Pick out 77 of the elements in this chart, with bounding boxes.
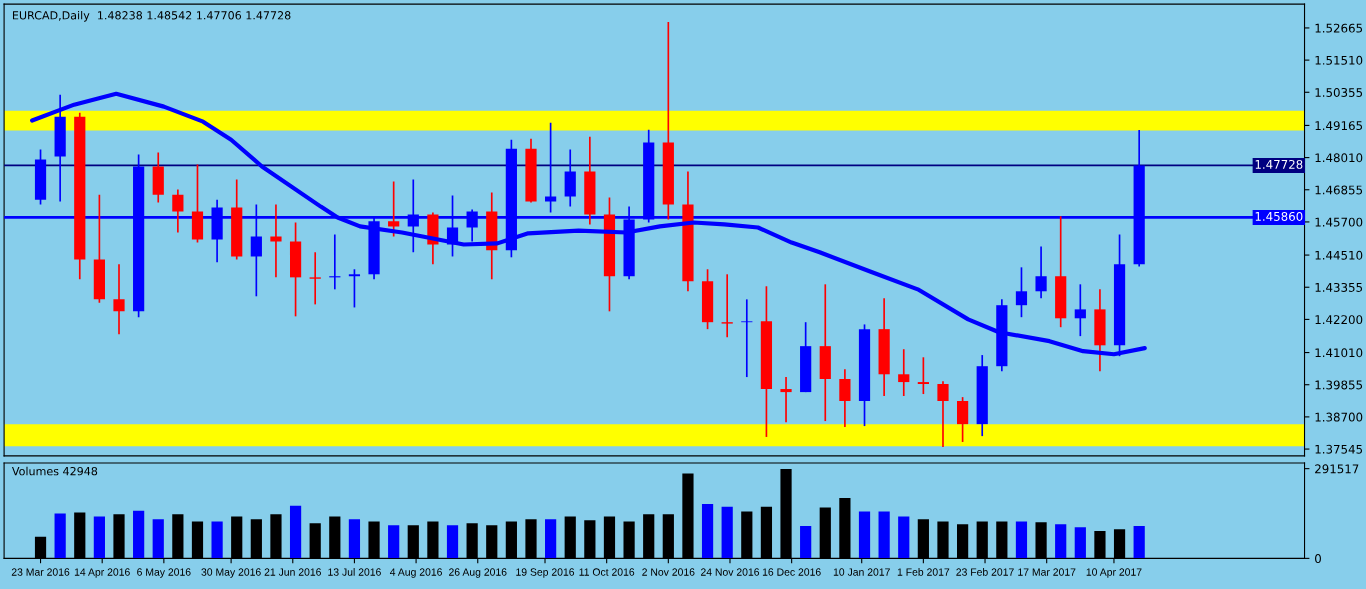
bar xyxy=(388,525,400,559)
candlestick xyxy=(741,298,753,378)
y-tick-label: 1.49165 xyxy=(1315,121,1363,131)
bar xyxy=(1055,524,1067,559)
y-tick-label: 1.51510 xyxy=(1315,55,1363,65)
bar xyxy=(878,511,890,559)
x-tick-label: 6 May 2016 xyxy=(137,568,191,578)
candlestick xyxy=(545,121,557,214)
bar xyxy=(93,516,105,559)
candlestick xyxy=(839,368,851,428)
x-tick-label: 4 Aug 2016 xyxy=(389,568,442,578)
candlestick xyxy=(957,396,969,443)
bar xyxy=(211,521,223,559)
candlestick xyxy=(1015,266,1028,319)
ref-line-label: 1.45860 xyxy=(1255,211,1303,221)
x-tick-label: 2 Nov 2016 xyxy=(642,568,695,576)
bar xyxy=(133,510,145,559)
bar xyxy=(152,519,164,559)
bar xyxy=(800,526,812,559)
chart-title: Volumes 42948 xyxy=(11,466,98,476)
candlestick xyxy=(113,263,125,336)
x-tick-label: 11 Oct 2016 xyxy=(579,568,635,576)
x-tick-label: 17 Mar 2017 xyxy=(1018,568,1076,576)
x-tick-label: 10 Apr 2017 xyxy=(1086,568,1142,578)
x-tick-label: 23 Feb 2017 xyxy=(956,568,1014,576)
candlestick xyxy=(1074,283,1086,337)
candlestick xyxy=(348,268,361,309)
y-tick-label: 1.46855 xyxy=(1315,185,1363,195)
candlestick xyxy=(721,273,733,339)
candlestick xyxy=(329,233,341,291)
candlestick xyxy=(898,348,910,397)
candlestick xyxy=(937,380,949,448)
x-tick-label: 30 May 2016 xyxy=(201,568,261,578)
x-tick-label: 14 Apr 2016 xyxy=(74,568,130,578)
y-tick-label: 1.42200 xyxy=(1315,315,1363,325)
candlestick xyxy=(388,180,400,238)
x-tick-label: 19 Sep 2016 xyxy=(516,568,575,578)
candlestick xyxy=(917,356,929,395)
x-tick-label: 10 Jan 2017 xyxy=(833,568,890,576)
bar xyxy=(1074,527,1086,559)
y-tick-label: 1.43355 xyxy=(1315,282,1363,292)
bar xyxy=(721,506,733,559)
bar xyxy=(289,505,302,559)
x-tick-label: 1 Feb 2017 xyxy=(897,568,950,576)
y-tick-label: 1.39855 xyxy=(1315,380,1363,390)
bar xyxy=(858,511,871,559)
text: EURCAD,Daily 1.48238 1.48542 1.47706 1.47728 xyxy=(12,10,291,22)
candlestick xyxy=(172,188,184,234)
bar xyxy=(898,516,910,559)
bar xyxy=(54,513,66,559)
bar xyxy=(701,503,714,559)
bar xyxy=(348,519,361,559)
y-tick-label: 1.50355 xyxy=(1315,88,1363,97)
y-tick-label: 1.45700 xyxy=(1315,217,1363,227)
y-tick-label: 1.37545 xyxy=(1315,444,1363,454)
candlestick xyxy=(309,251,321,306)
candlestick xyxy=(270,203,282,279)
y-tick-label: 1.38700 xyxy=(1315,412,1363,422)
y-tick-label: 1.48010 xyxy=(1315,153,1363,163)
x-tick-label: 26 Aug 2016 xyxy=(449,568,507,578)
x-tick-label: 21 Jun 2016 xyxy=(264,568,321,576)
y-tick-label: 1.41010 xyxy=(1315,348,1363,358)
x-tick-label: 23 Mar 2016 xyxy=(11,568,70,576)
x-tick-label: 13 Jul 2016 xyxy=(328,568,381,576)
x-tick-label: 24 Nov 2016 xyxy=(700,568,760,576)
bar xyxy=(545,519,557,559)
y-tick-label: 1.44510 xyxy=(1315,250,1363,260)
x-tick-label: 16 Dec 2016 xyxy=(762,568,821,576)
candlestick xyxy=(780,376,792,424)
bar xyxy=(1133,526,1145,559)
ref-line-label: 1.47728 xyxy=(1255,159,1303,169)
y-tick-label: 1.52665 xyxy=(1315,23,1363,33)
y-tick-label: 0 xyxy=(1315,554,1321,564)
bar xyxy=(1015,521,1028,559)
y-tick-label: 291517 xyxy=(1315,464,1359,474)
candlestick xyxy=(1035,245,1047,300)
bar xyxy=(446,525,459,559)
